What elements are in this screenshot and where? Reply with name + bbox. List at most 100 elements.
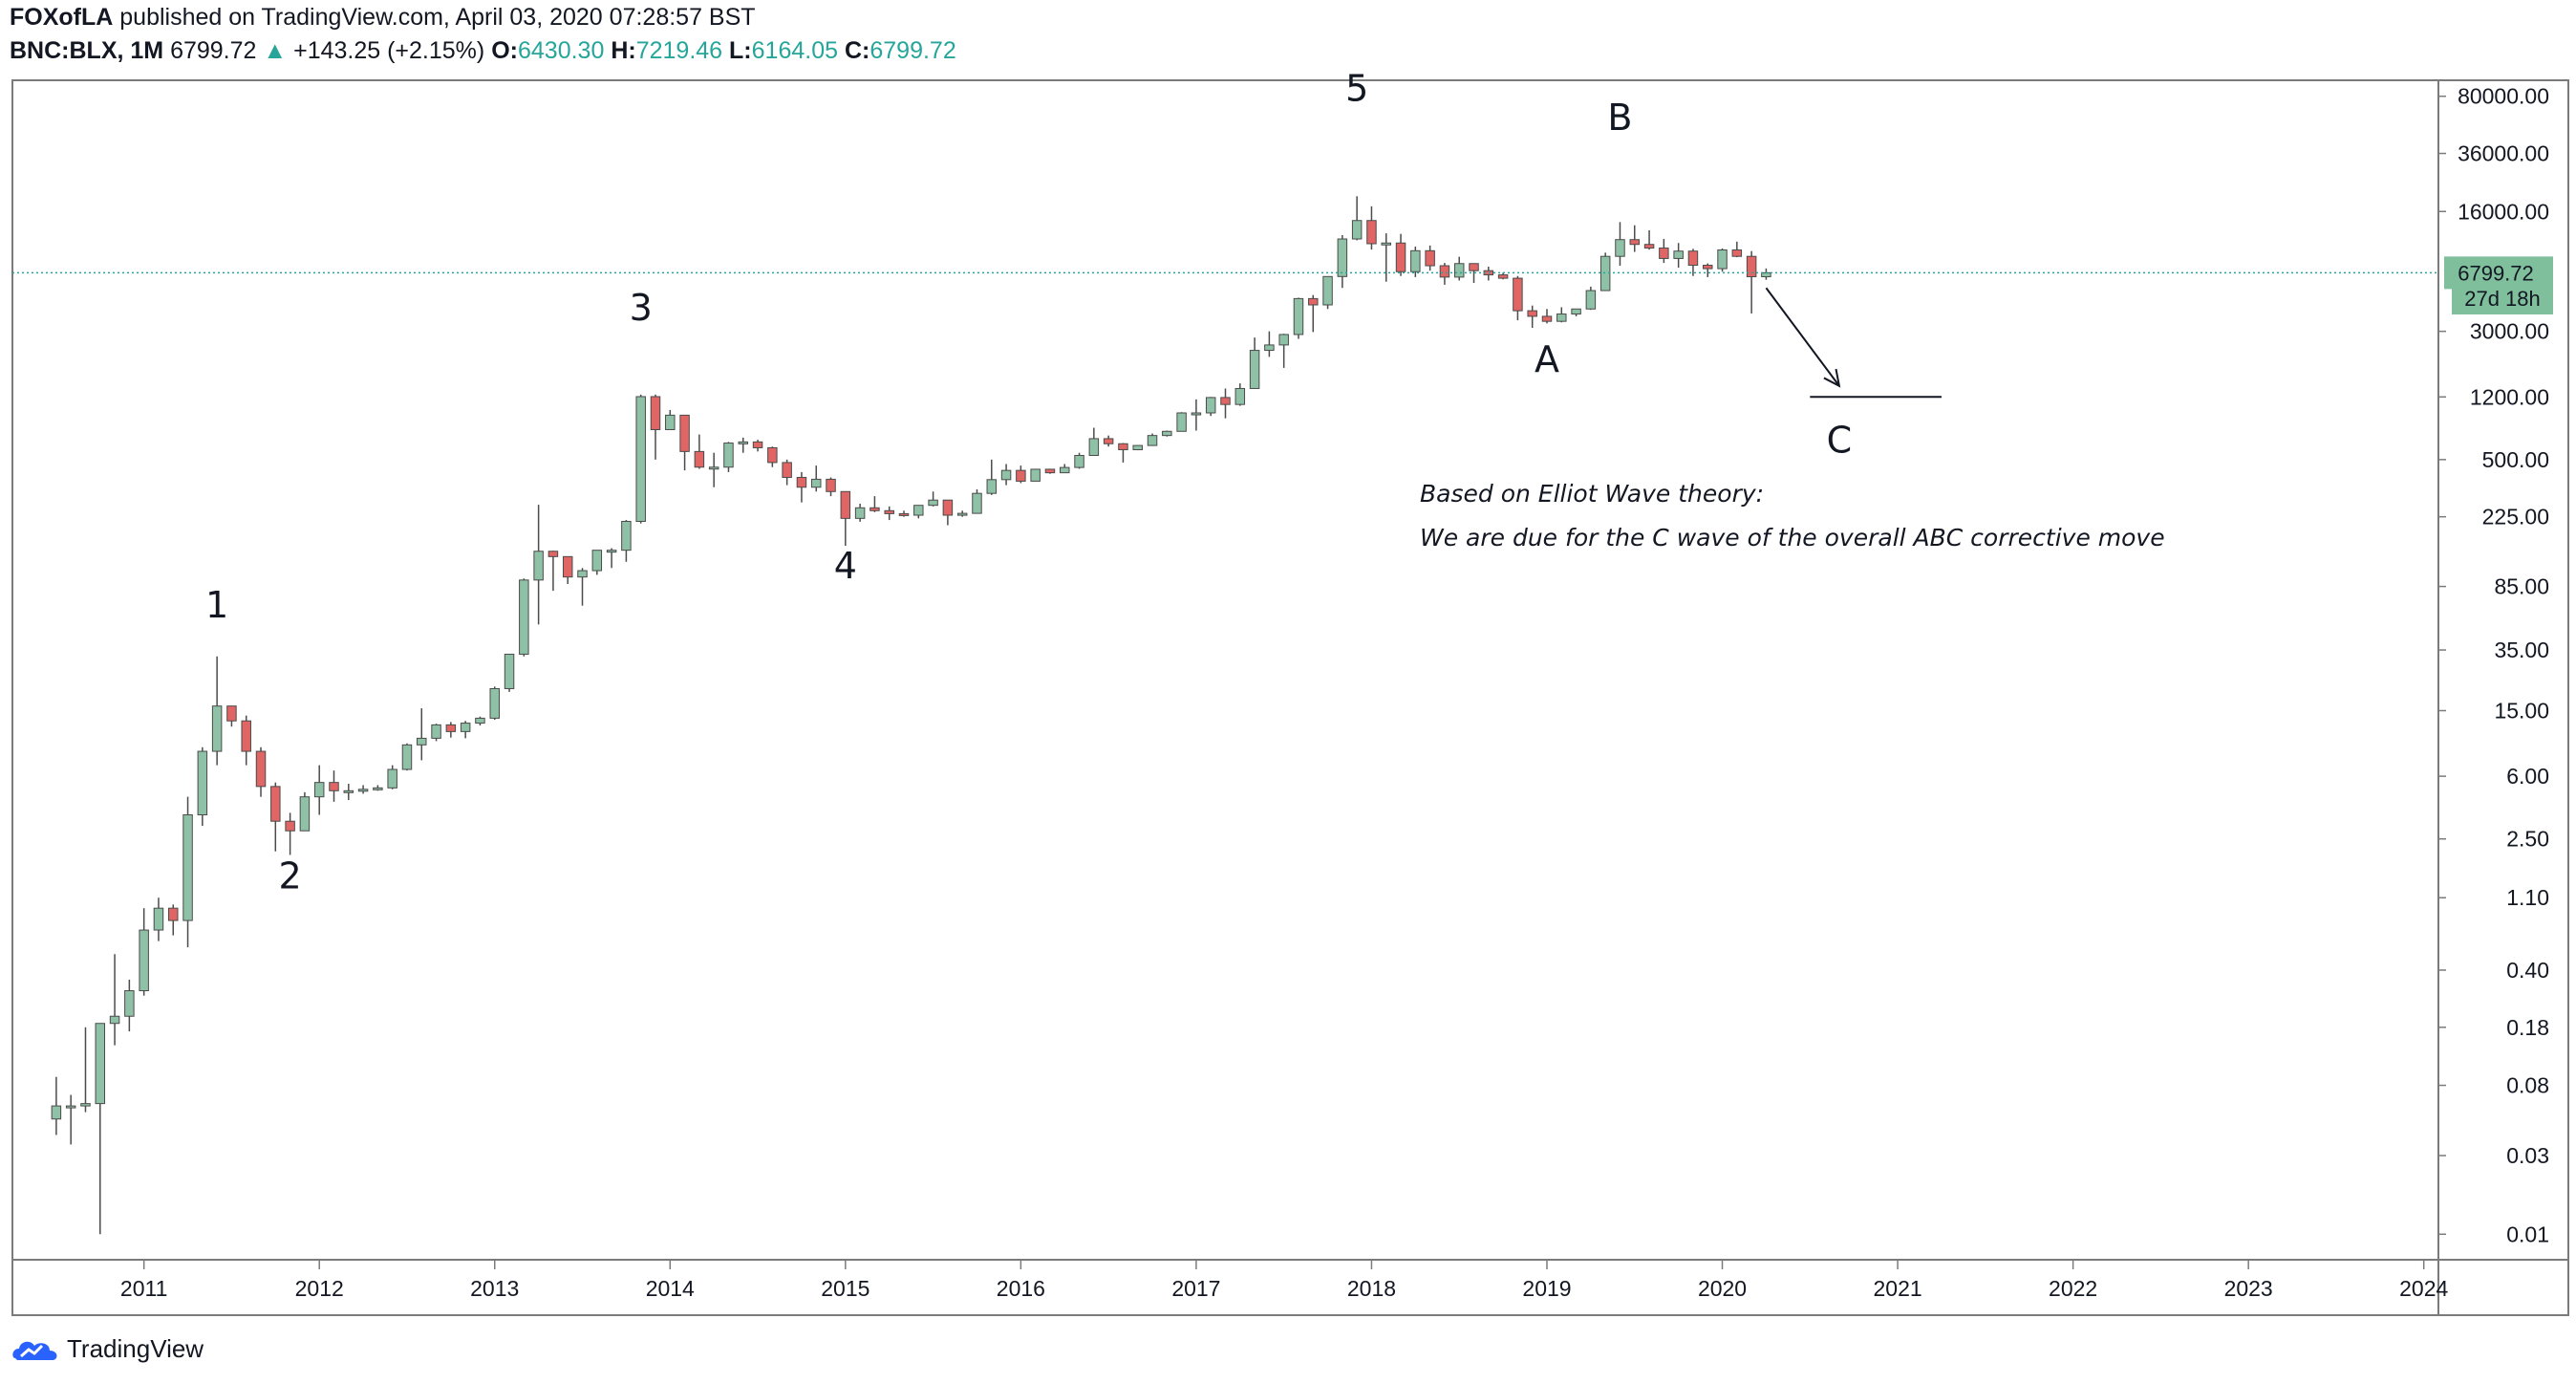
- wave-label[interactable]: C: [1827, 420, 1853, 462]
- symbol-interval[interactable]: BNC:BLX, 1M: [10, 37, 164, 64]
- candle: [1000, 464, 1012, 486]
- candle: [928, 491, 938, 507]
- candle: [679, 414, 690, 471]
- candle: [650, 394, 661, 460]
- chart-header: FOXofLA published on TradingView.com, Ap…: [10, 6, 956, 63]
- publish-info: FOXofLA published on TradingView.com, Ap…: [10, 6, 956, 30]
- candle-body: [1191, 412, 1202, 416]
- candle: [1337, 235, 1348, 289]
- wave-label[interactable]: B: [1607, 97, 1632, 139]
- candle: [139, 908, 149, 996]
- candle-body: [1060, 466, 1070, 474]
- wave-label[interactable]: 2: [279, 855, 302, 897]
- candle: [460, 721, 471, 739]
- candle: [533, 505, 544, 625]
- candle-body: [211, 705, 223, 752]
- y-tick-label: 0.40: [2506, 958, 2549, 983]
- candle-body: [840, 490, 851, 519]
- candle-body: [1687, 250, 1699, 267]
- candle: [1571, 308, 1581, 316]
- candle: [519, 578, 529, 657]
- candle-body: [1103, 438, 1114, 444]
- candle: [1599, 252, 1611, 292]
- y-tick-label: 6.00: [2506, 764, 2549, 789]
- candle-body: [810, 478, 822, 488]
- candle: [1060, 464, 1070, 474]
- candle-body: [562, 555, 573, 578]
- wave-label[interactable]: 5: [1345, 68, 1368, 110]
- y-tick-label: 500.00: [2482, 447, 2549, 472]
- candle: [665, 409, 676, 430]
- candle-body: [285, 820, 295, 832]
- candle: [1410, 246, 1421, 277]
- candle-body: [1074, 454, 1084, 468]
- candle: [182, 796, 193, 948]
- candle-body: [956, 512, 968, 516]
- candle-body: [1585, 290, 1597, 310]
- author-name[interactable]: FOXofLA: [10, 4, 114, 31]
- x-tick-label: 2013: [470, 1276, 519, 1301]
- candle: [1234, 383, 1246, 406]
- candle-body: [577, 570, 588, 578]
- candle-body: [547, 551, 559, 557]
- candle: [285, 812, 295, 855]
- candle-body: [1513, 277, 1523, 312]
- annotation-text-1[interactable]: Based on Elliot Wave theory:: [1420, 480, 1764, 508]
- candle: [796, 471, 807, 503]
- candle: [1293, 297, 1304, 339]
- candle-body: [1176, 412, 1187, 432]
- wave-label[interactable]: 3: [630, 287, 653, 329]
- candle: [1030, 468, 1041, 482]
- candle: [708, 452, 719, 487]
- projection-arrow[interactable]: [1765, 287, 1840, 387]
- candle-body: [1746, 255, 1757, 278]
- candle: [884, 506, 894, 521]
- candle-body: [752, 441, 763, 448]
- candle: [124, 979, 135, 1032]
- time-axis[interactable]: 2011 2012 2013 2014 2015 2016 2017 2018 2019 2020…: [120, 1260, 2449, 1301]
- candle: [65, 1094, 76, 1145]
- annotation-text-2[interactable]: We are due for the C wave of the overall…: [1420, 524, 2165, 551]
- candle-body: [796, 476, 807, 488]
- candle-body: [431, 724, 441, 739]
- candle: [1205, 397, 1216, 417]
- candle: [782, 459, 792, 486]
- candle: [387, 765, 397, 789]
- candle: [313, 765, 325, 815]
- open-value: 6430.30: [517, 37, 605, 64]
- wave-label[interactable]: 1: [205, 584, 228, 626]
- candle: [475, 716, 485, 725]
- candle: [1103, 435, 1114, 447]
- x-tick-label: 2021: [1873, 1276, 1921, 1301]
- price-axis[interactable]: 80000.00 36000.00 16000.00 3000.00 1200.00 50…: [2438, 84, 2549, 1247]
- tradingview-logo[interactable]: TradingView: [11, 1334, 204, 1364]
- candle: [621, 520, 632, 562]
- last-price-badge-text: 6799.72: [2458, 261, 2534, 285]
- candle-body: [1556, 314, 1567, 322]
- candle-body: [1337, 238, 1348, 277]
- candle-body: [255, 750, 267, 788]
- candle-body: [241, 720, 251, 752]
- candle-body: [650, 396, 661, 430]
- candle: [1308, 294, 1319, 333]
- candle-body: [635, 396, 646, 522]
- candle: [1278, 334, 1289, 368]
- candle: [299, 791, 311, 832]
- candle: [913, 505, 924, 519]
- y-tick-label: 0.01: [2506, 1222, 2549, 1246]
- candle-body: [898, 512, 910, 516]
- candle: [986, 459, 998, 495]
- candle: [357, 785, 369, 794]
- wave-label[interactable]: 4: [834, 545, 857, 587]
- candle: [942, 499, 954, 526]
- candle-body: [869, 507, 880, 511]
- candle: [972, 488, 982, 514]
- countdown-text: 27d 18h: [2464, 287, 2541, 311]
- high-value: 7219.46: [635, 37, 723, 64]
- candle-body: [373, 787, 383, 790]
- candle-body: [767, 446, 778, 464]
- wave-label[interactable]: A: [1535, 338, 1559, 380]
- candle-body: [1118, 443, 1128, 451]
- candle-body: [1249, 350, 1260, 389]
